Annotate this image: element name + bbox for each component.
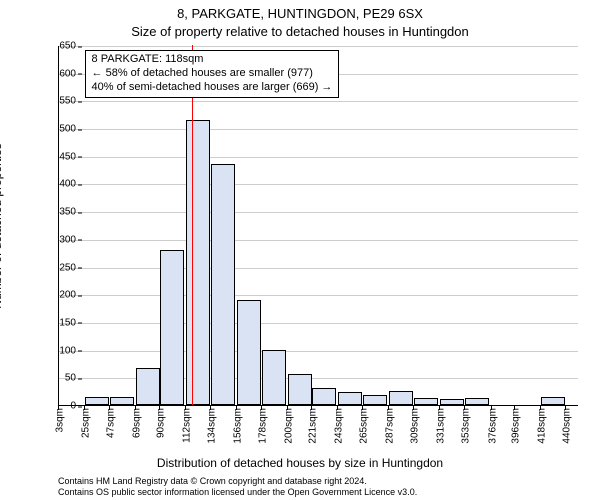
histogram-bar — [160, 250, 184, 405]
annotation-line-3: 40% of semi-detached houses are larger (… — [92, 81, 333, 95]
x-tick-label: 178sqm — [258, 408, 269, 460]
y-tick-label: 450 — [26, 151, 76, 162]
x-tick-label: 287sqm — [384, 408, 395, 460]
histogram-bar — [440, 399, 464, 405]
gridline — [59, 323, 578, 324]
y-tick-label: 400 — [26, 179, 76, 190]
footnote-2: Contains OS public sector information li… — [58, 487, 417, 497]
y-tick-label: 550 — [26, 96, 76, 107]
x-tick-label: 200sqm — [283, 408, 294, 460]
x-tick-label: 396sqm — [511, 408, 522, 460]
x-tick-label: 440sqm — [562, 408, 573, 460]
annotation-box: 8 PARKGATE: 118sqm ← 58% of detached hou… — [85, 50, 340, 98]
x-tick-label: 112sqm — [181, 408, 192, 460]
gridline — [59, 268, 578, 269]
gridline — [59, 129, 578, 130]
y-tick-label: 50 — [26, 373, 76, 384]
y-tick-label: 500 — [26, 124, 76, 135]
x-tick-label: 265sqm — [359, 408, 370, 460]
gridline — [59, 295, 578, 296]
histogram-bar — [541, 397, 565, 405]
histogram-bar — [288, 374, 312, 405]
x-tick-label: 25sqm — [80, 408, 91, 460]
histogram-bar — [85, 397, 109, 405]
x-tick-label: 3sqm — [55, 408, 66, 460]
y-tick-label: 0 — [26, 401, 76, 412]
y-tick-label: 350 — [26, 207, 76, 218]
annotation-line-1: 8 PARKGATE: 118sqm — [92, 53, 333, 67]
y-tick-label: 600 — [26, 68, 76, 79]
gridline — [59, 184, 578, 185]
x-tick-label: 69sqm — [131, 408, 142, 460]
histogram-bar — [211, 164, 235, 405]
x-tick-label: 331sqm — [435, 408, 446, 460]
x-tick-label: 309sqm — [410, 408, 421, 460]
plot-area: 8 PARKGATE: 118sqm ← 58% of detached hou… — [58, 46, 578, 406]
histogram-bar — [389, 391, 413, 405]
y-tick-label: 150 — [26, 317, 76, 328]
x-tick-label: 376sqm — [487, 408, 498, 460]
y-tick-label: 650 — [26, 41, 76, 52]
histogram-bar — [338, 392, 362, 405]
histogram-bar — [186, 120, 210, 405]
histogram-bar — [312, 388, 336, 405]
footnote-1: Contains HM Land Registry data © Crown c… — [58, 476, 367, 486]
x-tick-label: 47sqm — [106, 408, 117, 460]
x-tick-label: 134sqm — [207, 408, 218, 460]
y-tick-label: 200 — [26, 290, 76, 301]
y-axis-label: Number of detached properties — [0, 143, 4, 308]
histogram-bar — [237, 300, 261, 405]
histogram-bar — [363, 395, 387, 405]
x-tick-label: 221sqm — [308, 408, 319, 460]
gridline — [59, 157, 578, 158]
address-line: 8, PARKGATE, HUNTINGDON, PE29 6SX — [0, 6, 600, 21]
histogram-bar — [414, 398, 438, 405]
histogram-bar — [136, 368, 160, 405]
histogram-bar — [465, 398, 489, 405]
gridline — [59, 212, 578, 213]
property-marker-line — [192, 45, 193, 405]
histogram-bar — [262, 350, 286, 405]
gridline — [59, 240, 578, 241]
y-tick-label: 300 — [26, 234, 76, 245]
gridline — [59, 101, 578, 102]
gridline — [59, 351, 578, 352]
x-tick-label: 353sqm — [461, 408, 472, 460]
histogram-bar — [110, 397, 134, 405]
x-tick-label: 243sqm — [333, 408, 344, 460]
x-tick-label: 156sqm — [232, 408, 243, 460]
annotation-line-2: ← 58% of detached houses are smaller (97… — [92, 67, 333, 81]
y-tick-label: 100 — [26, 345, 76, 356]
x-tick-label: 90sqm — [155, 408, 166, 460]
x-tick-label: 418sqm — [536, 408, 547, 460]
chart-title: Size of property relative to detached ho… — [0, 24, 600, 39]
y-tick-label: 250 — [26, 262, 76, 273]
gridline — [59, 46, 578, 47]
figure: 8, PARKGATE, HUNTINGDON, PE29 6SX Size o… — [0, 0, 600, 500]
